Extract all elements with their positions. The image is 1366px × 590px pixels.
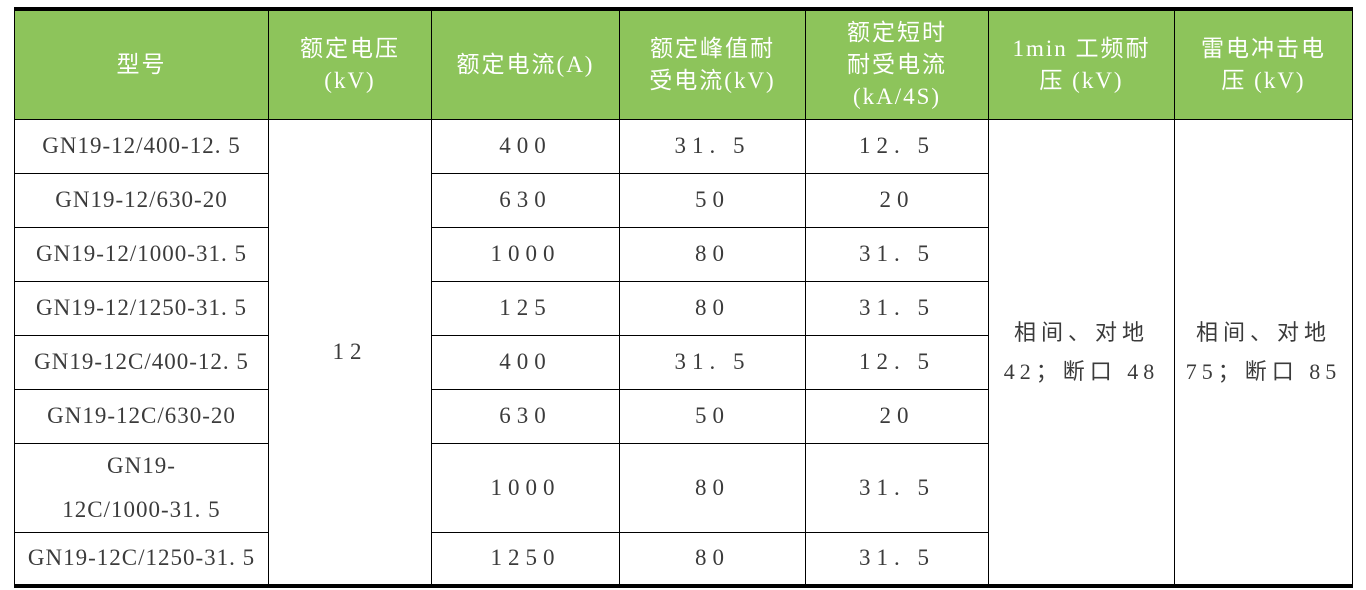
rated-current-cell: 400	[431, 118, 620, 174]
model-cell: GN19-12/1250-31. 5	[14, 280, 269, 336]
rated-current-cell: 1000	[431, 442, 620, 533]
header-line: 雷电冲击电	[1201, 35, 1326, 61]
model-text: GN19-12/1250-31. 5	[36, 295, 247, 320]
rated-current-cell: 1250	[431, 531, 620, 587]
model-text: GN19-12/400-12. 5	[42, 133, 241, 158]
short-time-current-cell: 20	[805, 388, 989, 444]
model-cell: GN19-12/630-20	[14, 172, 269, 228]
col-header-power-freq-withstand: 1min 工频耐 压 (kV)	[988, 8, 1175, 120]
peak-current-cell: 31. 5	[619, 118, 806, 174]
peak-current-cell: 50	[619, 388, 806, 444]
header-line: (kA/4S)	[852, 83, 942, 109]
peak-current-cell: 50	[619, 172, 806, 228]
short-time-current-cell: 31. 5	[805, 442, 989, 533]
note-line: 相间、对地	[1195, 319, 1331, 345]
note-line: 相间、对地	[1013, 319, 1149, 345]
header-line: 额定电压	[300, 35, 400, 61]
header-line: 压 (kV)	[1221, 67, 1306, 93]
model-text: GN19-12C/630-20	[47, 403, 236, 428]
table-row: GN19-12C/630-20 630 50 20	[14, 388, 1353, 444]
rated-voltage-merged-cell: 12	[268, 118, 432, 587]
model-text: GN19-12C/1250-31. 5	[27, 545, 256, 571]
model-cell: GN19-12/1000-31. 5	[14, 226, 269, 282]
header-line: 额定峰值耐	[650, 35, 775, 61]
rated-current-cell: 125	[431, 280, 620, 336]
note-line: 75；断口 85	[1185, 358, 1342, 384]
model-cell: GN19-12/400-12. 5	[14, 118, 269, 174]
header-line: 耐受电流	[847, 51, 947, 77]
model-text: 12C/1000-31. 5	[62, 496, 221, 522]
power-freq-withstand-merged-cell: 相间、对地 42；断口 48	[988, 118, 1175, 587]
model-text: GN19-12/630-20	[55, 187, 228, 212]
model-cell: GN19-12C/1250-31. 5	[14, 531, 269, 587]
header-line: 压 (kV)	[1039, 67, 1124, 93]
rated-current-cell: 630	[431, 172, 620, 228]
header-line: 额定短时	[847, 19, 947, 45]
table-row: GN19-12/400-12. 5 12 400 31. 5 12. 5 相间、…	[14, 118, 1353, 587]
table-header: 型号 额定电压 (kV) 额定电流(A) 额定峰值耐 受电流(kV) 额定短时 …	[14, 8, 1353, 120]
short-time-current-cell: 31. 5	[805, 226, 989, 282]
table-row: GN19-12C/1250-31. 5 1250 80 31. 5	[14, 531, 1353, 587]
table-row: GN19-12C/400-12. 5 400 31. 5 12. 5	[14, 334, 1353, 390]
col-header-model: 型号	[14, 8, 269, 120]
model-text: GN19-12C/400-12. 5	[34, 349, 249, 374]
col-header-rated-voltage: 额定电压 (kV)	[268, 8, 432, 120]
short-time-current-cell: 12. 5	[805, 334, 989, 390]
model-cell: GN19-12C/630-20	[14, 388, 269, 444]
short-time-current-cell: 20	[805, 172, 989, 228]
header-line: (kV)	[324, 67, 376, 93]
peak-current-cell: 80	[619, 531, 806, 587]
header-line: 1min 工频耐	[1012, 35, 1151, 61]
short-time-current-cell: 31. 5	[805, 280, 989, 336]
header-row: 型号 额定电压 (kV) 额定电流(A) 额定峰值耐 受电流(kV) 额定短时 …	[14, 8, 1353, 120]
table-body: GN19-12/400-12. 5 12 400 31. 5 12. 5 相间、…	[14, 118, 1353, 587]
col-header-peak-withstand-current: 额定峰值耐 受电流(kV)	[619, 8, 806, 120]
note-line: 42；断口 48	[1003, 358, 1160, 384]
col-header-rated-current: 额定电流(A)	[431, 8, 620, 120]
col-header-lightning-impulse: 雷电冲击电 压 (kV)	[1174, 8, 1353, 120]
rated-current-cell: 1000	[431, 226, 620, 282]
short-time-current-cell: 31. 5	[805, 531, 989, 587]
header-line: 型号	[116, 51, 167, 77]
model-cell: GN19-12C/400-12. 5	[14, 334, 269, 390]
model-text: GN19-12/1000-31. 5	[36, 241, 247, 266]
spec-table: 型号 额定电压 (kV) 额定电流(A) 额定峰值耐 受电流(kV) 额定短时 …	[14, 7, 1353, 588]
page: 型号 额定电压 (kV) 额定电流(A) 额定峰值耐 受电流(kV) 额定短时 …	[0, 7, 1366, 590]
table-row: GN19- 12C/1000-31. 5 1000 80 31. 5	[14, 442, 1353, 533]
model-text: GN19-	[107, 452, 176, 478]
short-time-current-cell: 12. 5	[805, 118, 989, 174]
peak-current-cell: 80	[619, 280, 806, 336]
model-cell: GN19- 12C/1000-31. 5	[14, 442, 269, 533]
peak-current-cell: 80	[619, 226, 806, 282]
peak-current-cell: 80	[619, 442, 806, 533]
header-line: 额定电流(A)	[456, 51, 595, 77]
lightning-impulse-merged-cell: 相间、对地 75；断口 85	[1174, 118, 1353, 587]
header-line: 受电流(kV)	[649, 67, 776, 93]
table-row: GN19-12/1250-31. 5 125 80 31. 5	[14, 280, 1353, 336]
col-header-short-time-current: 额定短时 耐受电流 (kA/4S)	[805, 8, 989, 120]
rated-current-cell: 400	[431, 334, 620, 390]
peak-current-cell: 31. 5	[619, 334, 806, 390]
rated-current-cell: 630	[431, 388, 620, 444]
